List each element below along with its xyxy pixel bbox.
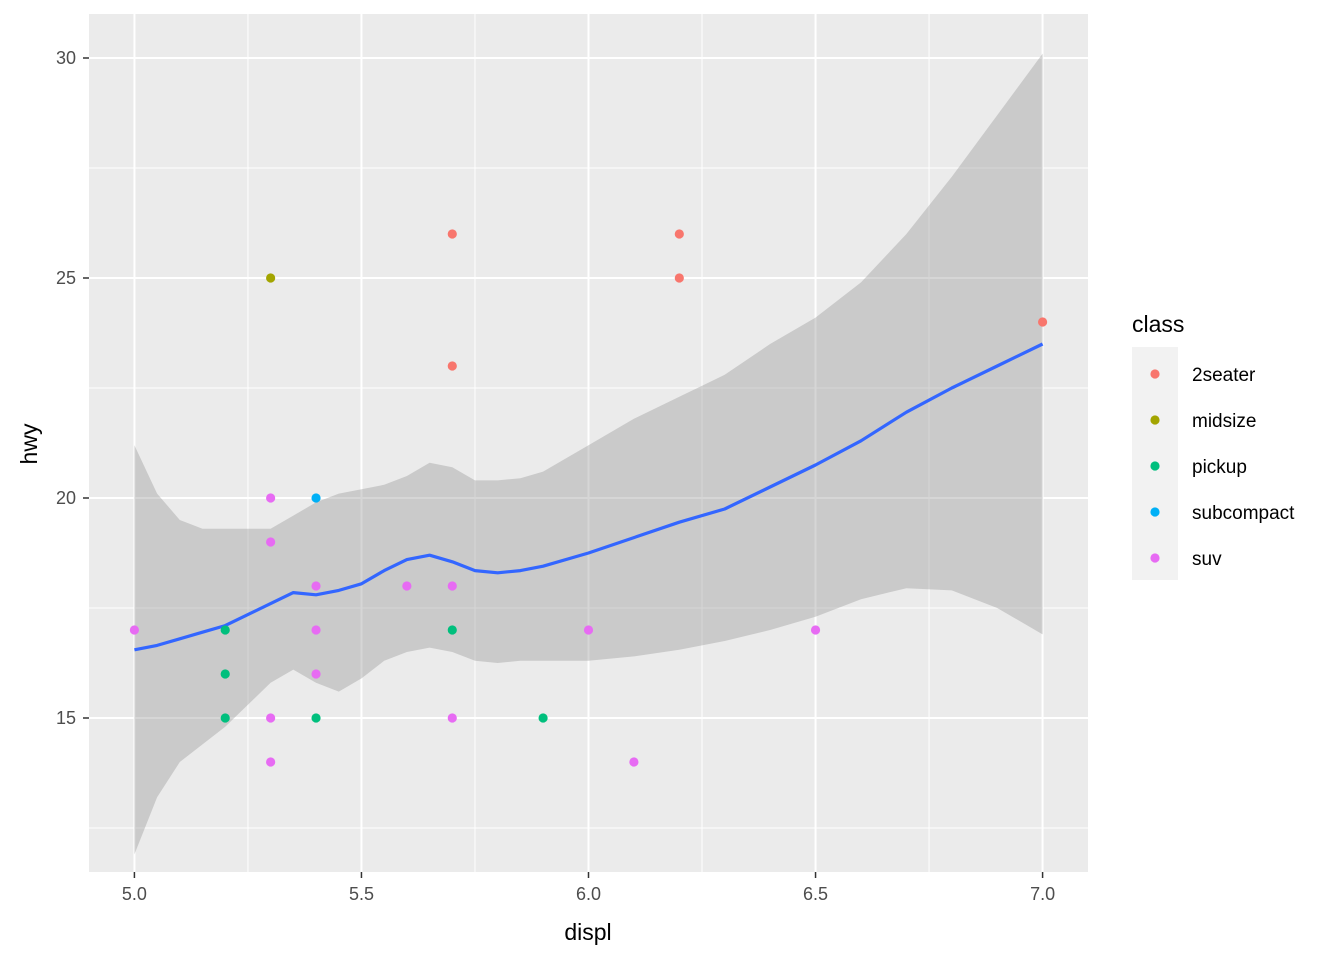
data-point-suv <box>266 713 276 723</box>
data-point-suv <box>266 537 276 547</box>
data-point-pickup <box>220 625 230 635</box>
major-gridlines <box>89 14 1088 872</box>
x-tick-label: 5.0 <box>122 884 147 904</box>
legend-entries: 2seater midsize pickup subcompact suv <box>1150 365 1295 570</box>
x-axis-title: displ <box>564 919 611 945</box>
data-point-midsize <box>266 273 276 283</box>
axis-ticks <box>83 57 1044 878</box>
data-point-suv <box>311 581 321 591</box>
data-point-pickup <box>538 713 548 723</box>
x-tick-label: 5.5 <box>349 884 374 904</box>
smooth-line <box>134 342 1044 652</box>
x-tick-label: 7.0 <box>1030 884 1055 904</box>
y-tick-label: 15 <box>56 708 76 728</box>
data-point-suv <box>266 757 276 767</box>
legend-key-suv <box>1150 553 1160 563</box>
data-point-2seater <box>674 229 684 239</box>
x-tick-label: 6.0 <box>576 884 601 904</box>
y-tick-label: 25 <box>56 268 76 288</box>
legend-title: class <box>1132 311 1184 337</box>
data-point-pickup <box>447 625 457 635</box>
data-point-suv <box>583 625 594 635</box>
data-point-suv <box>629 757 639 767</box>
y-tick-label: 20 <box>56 488 76 508</box>
data-point-suv <box>447 581 457 591</box>
x-tick-labels: 5.0 5.5 6.0 6.5 7.0 <box>122 884 1055 904</box>
data-point-2seater <box>1037 317 1048 327</box>
y-tick-labels: 15 20 25 30 <box>56 48 76 728</box>
data-point-pickup <box>311 713 321 723</box>
data-points <box>129 229 1048 767</box>
legend-key-2seater <box>1150 369 1160 379</box>
x-tick-label: 6.5 <box>803 884 828 904</box>
data-point-2seater <box>674 273 684 283</box>
data-point-suv <box>402 581 412 591</box>
legend-key-midsize <box>1150 415 1160 425</box>
data-point-2seater <box>447 229 457 239</box>
legend-label-suv: suv <box>1192 549 1222 570</box>
legend-key-subcompact <box>1150 507 1160 517</box>
legend-label-2seater: 2seater <box>1192 365 1256 386</box>
data-point-suv <box>129 625 140 635</box>
data-point-suv <box>311 669 321 679</box>
data-point-pickup <box>220 669 230 679</box>
y-axis-title: hwy <box>16 423 42 464</box>
data-point-suv <box>810 625 821 635</box>
legend-label-midsize: midsize <box>1192 411 1256 432</box>
confidence-band <box>134 53 1043 855</box>
legend-label-pickup: pickup <box>1192 457 1247 478</box>
y-tick-label: 30 <box>56 48 76 68</box>
data-point-subcompact <box>311 493 321 503</box>
data-point-suv <box>266 493 276 503</box>
data-point-2seater <box>447 361 457 371</box>
data-point-suv <box>447 713 457 723</box>
legend-label-subcompact: subcompact <box>1192 503 1295 524</box>
legend: class 2seater midsize pickup subcompact suv <box>1132 311 1295 580</box>
data-point-pickup <box>220 713 230 723</box>
legend-key-pickup <box>1150 461 1160 471</box>
data-point-suv <box>311 625 321 635</box>
